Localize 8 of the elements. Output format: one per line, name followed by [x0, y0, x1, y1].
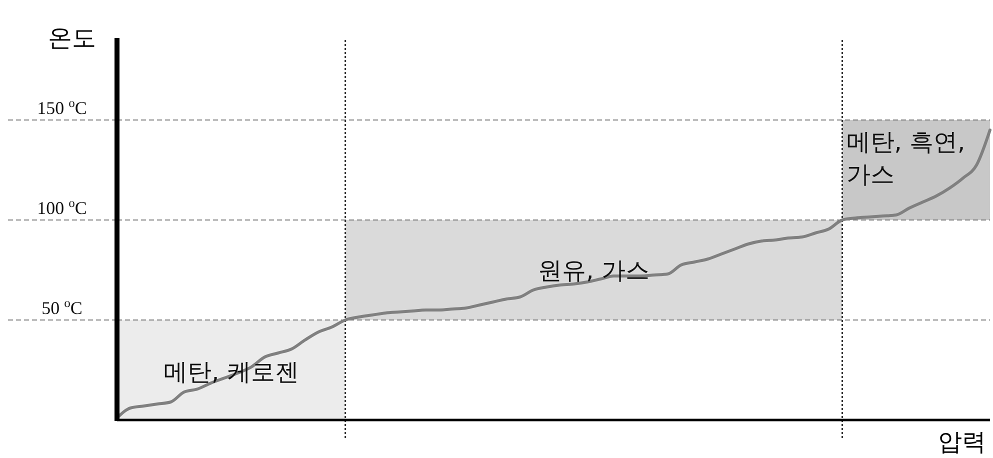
- y-tick-label: 150 $^{o}$C: [37, 96, 87, 118]
- band-label: 메탄, 케로젠: [164, 358, 299, 386]
- band-label: 원유, 가스: [538, 256, 650, 284]
- y-axis-title: 온도: [48, 24, 96, 52]
- x-axis-title: 압력: [938, 428, 986, 456]
- band-label: 메탄, 흑연, 가스: [846, 128, 966, 188]
- y-tick-label: 50 $^{o}$C: [42, 296, 82, 318]
- y-tick-label: 100 $^{o}$C: [37, 196, 87, 218]
